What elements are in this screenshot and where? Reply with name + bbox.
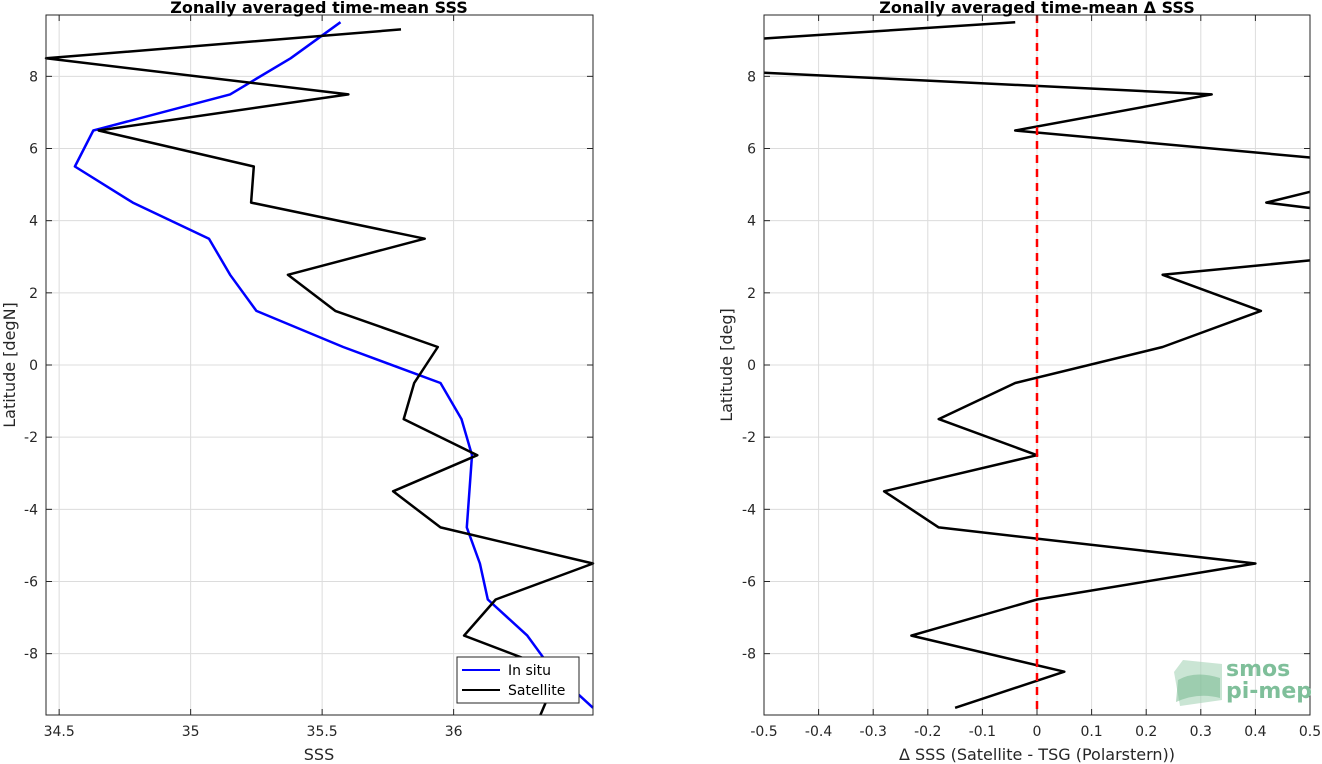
right-xtick-label: 0 <box>1033 724 1042 740</box>
left-series-line-satellite <box>44 28 595 716</box>
right-xtick-label: 0.3 <box>1190 724 1212 740</box>
right-ytick-label: 0 <box>747 358 756 374</box>
right-title: Zonally averaged time-mean Δ SSS <box>879 0 1195 17</box>
right-series-line-0 <box>763 20 1016 40</box>
right-xtick-label: -0.1 <box>969 724 996 740</box>
right-xtick-label: -0.2 <box>914 724 941 740</box>
left-ytick-label: -8 <box>24 647 38 663</box>
left-ytick-label: 4 <box>29 214 38 230</box>
right-ytick-label: 2 <box>747 286 756 302</box>
right-ytick-label: -4 <box>742 502 756 518</box>
right-panel: -0.5 -0.4 -0.3 -0.2 -0.1 0 0.1 0.2 0.3 0.4 0.5 -8 -6… <box>717 0 1321 764</box>
right-ticks: -0.5 -0.4 -0.3 -0.2 -0.1 0 0.1 0.2 0.3 0.4 0.5 -8 -6… <box>742 15 1321 740</box>
right-series-line-1 <box>763 71 1311 159</box>
left-ylabel: Latitude [degN] <box>0 302 19 428</box>
left-xtick-label: 34.5 <box>44 724 75 740</box>
right-xlabel: Δ SSS (Satellite - TSG (Polarstern)) <box>899 745 1175 764</box>
left-ytick-label: 6 <box>29 142 38 158</box>
left-xtick-label: 35 <box>182 724 200 740</box>
left-xlabel: SSS <box>304 745 334 764</box>
left-series-line-in-situ <box>73 21 594 709</box>
right-xtick-label: -0.4 <box>805 724 832 740</box>
right-ylabel: Latitude [deg] <box>717 308 736 422</box>
legend: In situ Satellite <box>456 656 580 704</box>
right-xtick-label: 0.1 <box>1080 724 1102 740</box>
left-ytick-label: 8 <box>29 69 38 85</box>
left-title: Zonally averaged time-mean SSS <box>170 0 468 17</box>
right-xtick-label: 0.5 <box>1299 724 1321 740</box>
right-ytick-label: -6 <box>742 574 756 590</box>
right-xtick-label: 0.2 <box>1135 724 1157 740</box>
right-series-line-2 <box>1265 190 1311 210</box>
right-ytick-label: -2 <box>742 430 756 446</box>
right-xtick-label: -0.3 <box>860 724 887 740</box>
legend-box <box>456 656 580 704</box>
right-xtick-label: -0.5 <box>750 724 777 740</box>
right-ytick-label: -8 <box>742 647 756 663</box>
right-ytick-label: 8 <box>747 69 756 85</box>
logo-wave-icon-2 <box>1176 674 1220 702</box>
left-xtick-label: 35.5 <box>307 724 338 740</box>
right-ytick-label: 6 <box>747 142 756 158</box>
right-ytick-label: 4 <box>747 214 756 230</box>
left-ytick-label: -6 <box>24 574 38 590</box>
logo-text-pimep: pi-mep <box>1226 679 1312 704</box>
left-series <box>44 21 595 716</box>
left-ytick-label: 0 <box>29 358 38 374</box>
legend-label-in-situ: In situ <box>508 663 551 679</box>
right-xtick-label: 0.4 <box>1244 724 1266 740</box>
logo-text-smos: smos <box>1226 657 1290 682</box>
left-ytick-label: 2 <box>29 286 38 302</box>
right-series <box>763 20 1311 709</box>
right-series-line-3 <box>882 259 1311 709</box>
legend-label-satellite: Satellite <box>508 683 565 699</box>
left-grid <box>46 15 593 715</box>
left-panel: 34.5 35 35.5 36 -8 -6 -4 -2 0 2 4 6 8 Zonally averag… <box>0 0 595 764</box>
left-xtick-label: 36 <box>445 724 463 740</box>
left-ytick-label: -2 <box>24 430 38 446</box>
left-ticks: 34.5 35 35.5 36 -8 -6 -4 -2 0 2 4 6 8 <box>24 15 593 740</box>
smos-pi-mep-logo: smos pi-mep <box>1174 657 1312 706</box>
left-ytick-label: -4 <box>24 502 38 518</box>
